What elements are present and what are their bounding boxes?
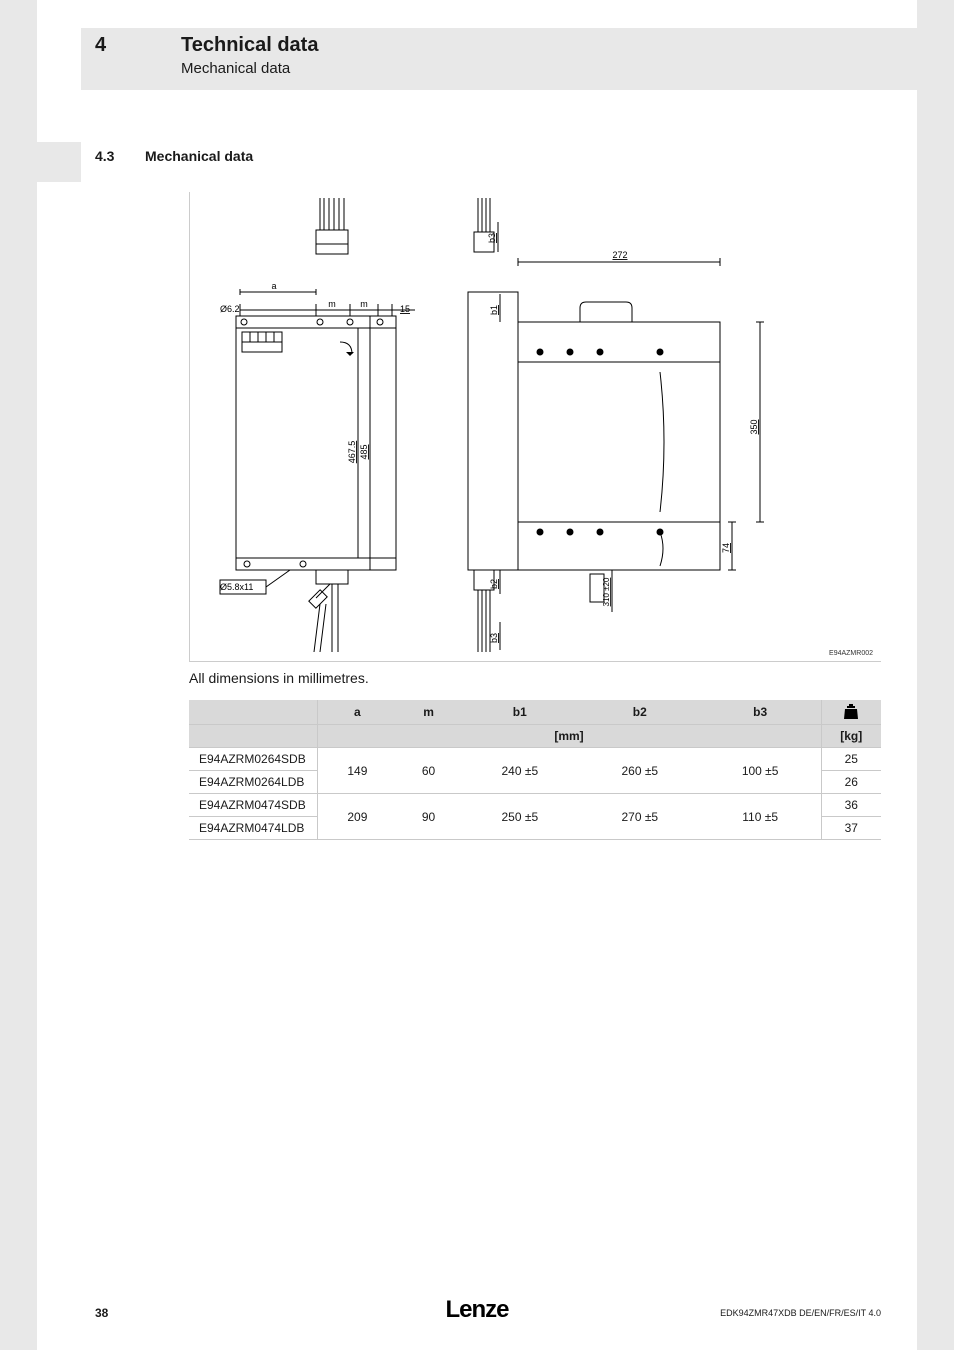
diagram-svg: a m m 15 Ø6.2 <box>190 192 882 662</box>
left-tab <box>37 142 81 182</box>
dim-m1: m <box>328 299 336 309</box>
cell-m: 60 <box>397 748 460 794</box>
cell-model: E94AZRM0264SDB <box>189 748 317 771</box>
header-accent <box>37 28 81 90</box>
cell-weight: 36 <box>821 794 881 817</box>
cell-weight: 26 <box>821 771 881 794</box>
cell-b3: 110 ±5 <box>700 794 821 840</box>
dim-cable: 310 ±20 <box>602 577 611 606</box>
th-unit-kg: [kg] <box>821 725 881 748</box>
dim-hole-top: Ø6.2 <box>220 304 240 314</box>
dim-slot: Ø5.8x11 <box>220 582 253 592</box>
th-b1: b1 <box>460 700 580 725</box>
th-unit-blank <box>189 725 317 748</box>
cell-a: 149 <box>317 748 397 794</box>
th-weight <box>821 700 881 725</box>
dim-74: 74 <box>721 543 731 553</box>
cell-weight: 37 <box>821 817 881 840</box>
cell-b2: 270 ±5 <box>580 794 700 840</box>
th-blank <box>189 700 317 725</box>
brand-logo: Lenze <box>445 1296 508 1324</box>
dim-a: a <box>271 281 276 291</box>
dim-h2: 485 <box>359 444 369 459</box>
th-a: a <box>317 700 397 725</box>
dim-272: 272 <box>612 250 627 260</box>
footer: 38 Lenze EDK94ZMR47XDB DE/EN/FR/ES/IT 4.… <box>37 1296 917 1320</box>
document-id: EDK94ZMR47XDB DE/EN/FR/ES/IT 4.0 <box>720 1308 881 1318</box>
dim-b2: b2 <box>489 579 499 589</box>
cell-b1: 250 ±5 <box>460 794 580 840</box>
technical-diagram: a m m 15 Ø6.2 <box>189 192 881 662</box>
page: 4 Technical data Mechanical data 4.3 Mec… <box>37 0 917 1350</box>
dim-m2: m <box>360 299 368 309</box>
dim-15: 15 <box>400 304 410 314</box>
page-number: 38 <box>95 1306 108 1320</box>
cell-model: E94AZRM0474SDB <box>189 794 317 817</box>
chapter-title: Technical data <box>181 34 318 57</box>
th-unit-mm: [mm] <box>317 725 821 748</box>
cell-m: 90 <box>397 794 460 840</box>
section-number: 4.3 <box>95 148 114 164</box>
th-b2: b2 <box>580 700 700 725</box>
cell-b2: 260 ±5 <box>580 748 700 794</box>
diagram-reference: E94AZMR002 <box>829 650 873 657</box>
cell-model: E94AZRM0474LDB <box>189 817 317 840</box>
table-row: E94AZRM0264SDB 149 60 240 ±5 260 ±5 100 … <box>189 748 881 771</box>
weight-icon <box>842 704 860 718</box>
dim-h1: 467.5 <box>347 441 357 464</box>
section-title: Mechanical data <box>145 148 253 164</box>
th-m: m <box>397 700 460 725</box>
dim-b3-top: b3 <box>487 233 497 243</box>
cell-b3: 100 ±5 <box>700 748 821 794</box>
cell-weight: 25 <box>821 748 881 771</box>
dim-b3-bot: b3 <box>489 633 499 643</box>
dimensions-table: a m b1 b2 b3 [mm] [kg] E94AZRM0264SDB <box>189 700 881 840</box>
chapter-subtitle: Mechanical data <box>181 60 290 77</box>
th-b3: b3 <box>700 700 821 725</box>
cell-a: 209 <box>317 794 397 840</box>
table-row: E94AZRM0474SDB 209 90 250 ±5 270 ±5 110 … <box>189 794 881 817</box>
chapter-number: 4 <box>95 34 106 57</box>
header-band <box>37 28 917 90</box>
cell-b1: 240 ±5 <box>460 748 580 794</box>
dim-350: 350 <box>749 419 759 434</box>
diagram-caption: All dimensions in millimetres. <box>189 670 369 686</box>
cell-model: E94AZRM0264LDB <box>189 771 317 794</box>
dim-b1: b1 <box>489 305 499 315</box>
